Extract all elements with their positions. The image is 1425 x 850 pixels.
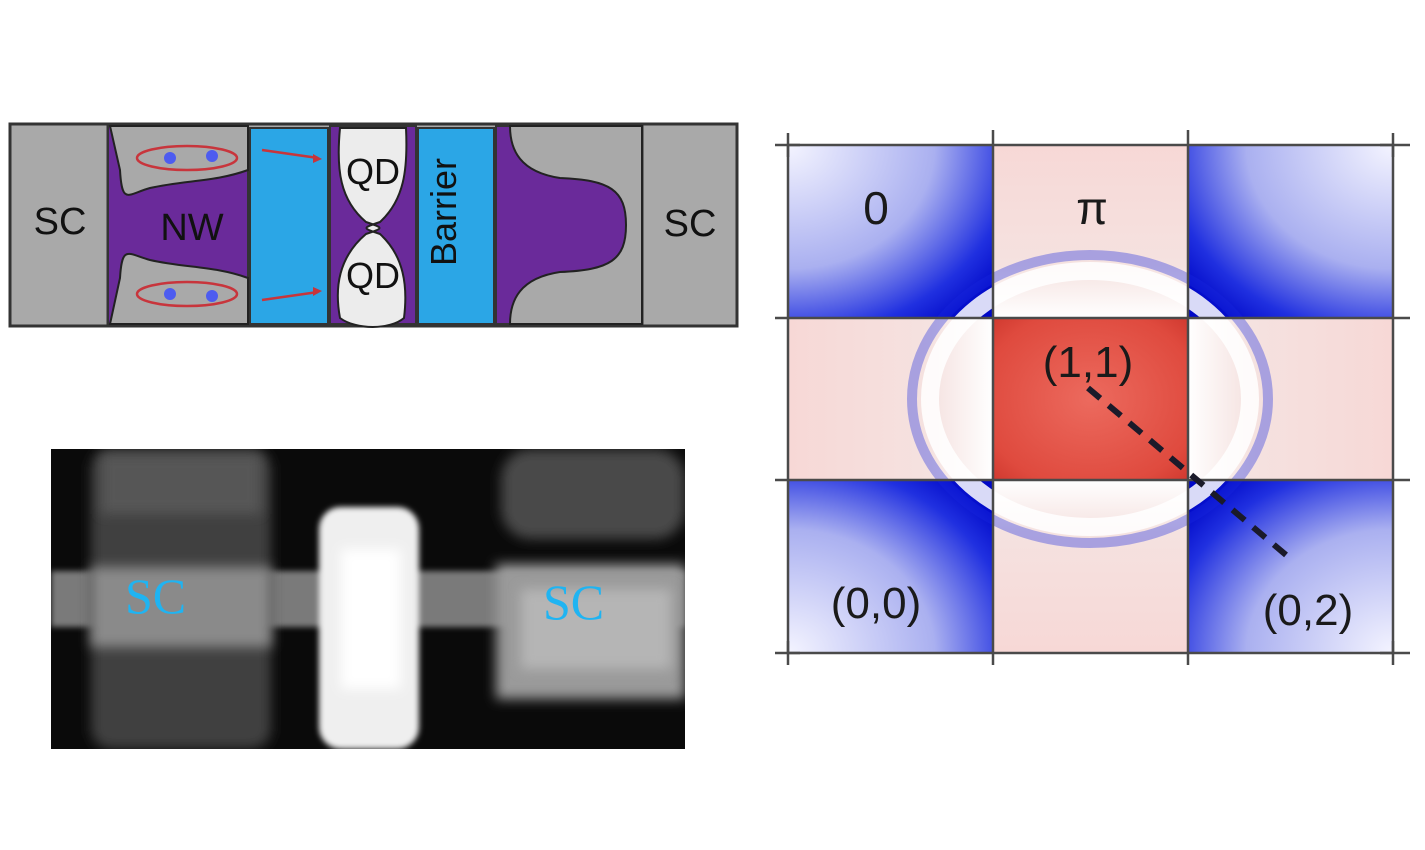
left-sc-label: SC — [34, 201, 87, 243]
arrow-top — [261, 148, 319, 160]
nw-label: NW — [160, 207, 223, 249]
arrowhead-top — [313, 154, 322, 163]
arrowhead-bottom — [313, 287, 322, 296]
grid-lines — [775, 130, 1410, 665]
right-gray-pocket — [508, 125, 643, 325]
micrograph-image — [51, 449, 685, 749]
right-sc-contact — [640, 122, 739, 328]
left-top-gray-pocket — [108, 125, 249, 196]
cooper-pair-bottom — [135, 280, 239, 308]
micrograph-right-sc-label: SC — [543, 574, 605, 630]
state-11-label: (1,1) — [1043, 338, 1133, 387]
cell-bottom-left — [788, 480, 993, 653]
right-sc-label: SC — [664, 203, 717, 245]
state-00-label: (0,0) — [831, 579, 921, 628]
phase-diagram: 0 π (1,1) (0,0) (0,2) — [775, 130, 1410, 665]
double-quantum-dot — [336, 127, 408, 328]
barrier-gate — [417, 127, 495, 325]
state-02-label: (0,2) — [1263, 586, 1353, 635]
cooper-pair-top — [135, 144, 239, 172]
detuning-path — [1086, 385, 1294, 563]
cell-top-right — [1188, 145, 1393, 318]
micrograph-left-sc-label: SC — [125, 568, 187, 624]
cell-middle-left — [788, 318, 993, 480]
center-halo-outer — [907, 250, 1273, 548]
qd-top-label: QD — [346, 151, 400, 192]
arrow-bottom — [261, 290, 319, 302]
zero-phase-label: 0 — [863, 182, 889, 234]
cell-middle-right — [1188, 318, 1393, 480]
cell-center-overlay — [993, 318, 1188, 480]
electron-dot — [206, 290, 218, 302]
center-halo — [921, 262, 1259, 536]
left-sc-contact — [8, 122, 110, 328]
sem-micrograph: SC SC — [51, 449, 685, 749]
electron-dot — [164, 288, 176, 300]
electron-dot — [206, 150, 218, 162]
electron-dot — [164, 152, 176, 164]
left-bottom-gray-pocket — [108, 252, 249, 325]
device-schematic: SC NW QD QD Barrier SC — [8, 122, 739, 328]
cell-top-left — [788, 145, 993, 318]
cell-bottom-right — [1188, 480, 1393, 653]
qd-bottom-label: QD — [346, 255, 400, 296]
barrier-label: Barrier — [423, 158, 464, 266]
pi-phase-label: π — [1076, 182, 1108, 234]
